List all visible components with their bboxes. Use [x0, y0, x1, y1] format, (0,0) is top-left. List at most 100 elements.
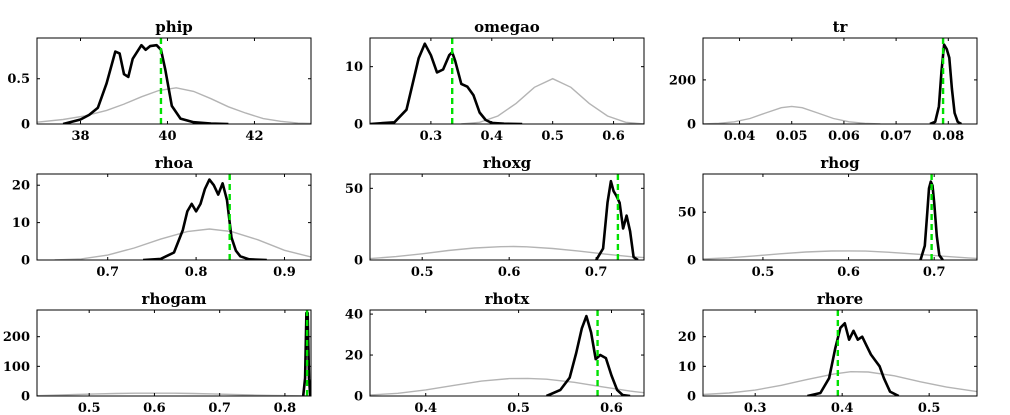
x-tick-label-phip: 40 — [158, 129, 176, 144]
x-tick-label-rhoa: 0.7 — [96, 265, 119, 280]
subplot-omegao: 0.3 0.4 0.5 0.6 0 10 omegao — [345, 18, 645, 144]
x-tick-label-rhogam: 0.5 — [78, 401, 101, 415]
plot-area-rhoxg — [370, 174, 644, 260]
plot-area-rhog — [703, 174, 977, 260]
subplot-tr: 0.04 0.05 0.06 0.07 0.08 0 200 tr — [669, 18, 978, 144]
y-tick-label-phip: 0.5 — [7, 72, 30, 87]
axes-frame-rhore — [702, 309, 978, 397]
y-tick-label-rhore: 20 — [678, 330, 696, 345]
x-tick-label-tr: 0.08 — [932, 129, 964, 144]
subplot-title-rhore: rhore — [817, 290, 863, 308]
axes-frame-rhog — [702, 173, 978, 261]
x-tick-label-rhoa: 0.9 — [273, 265, 296, 280]
plot-area-phip — [37, 38, 311, 124]
y-tick-label-rhotx: 0 — [354, 390, 363, 405]
x-tick-label-rhoxg: 0.5 — [411, 265, 434, 280]
prior-line-rhogam — [37, 392, 311, 396]
x-tick-label-tr: 0.04 — [724, 129, 756, 144]
y-tick-label-tr: 0 — [687, 118, 696, 133]
plot-area-rhore — [703, 310, 977, 396]
x-tick-label-tr: 0.05 — [776, 129, 808, 144]
axes-frame-rhotx — [369, 309, 645, 397]
y-tick-label-rhoxg: 50 — [345, 182, 363, 197]
x-tick-label-rhotx: 0.5 — [507, 401, 530, 415]
x-tick-label-rhog: 0.5 — [752, 265, 775, 280]
prior-line-omegao — [461, 77, 644, 124]
subplot-rhore: 0.3 0.4 0.5 0 10 20 rhore — [678, 290, 978, 415]
x-tick-label-tr: 0.07 — [880, 129, 912, 144]
x-tick-label-rhogam: 0.8 — [274, 401, 297, 415]
y-tick-label-rhog: 50 — [678, 206, 696, 221]
prior-line-rhore — [703, 370, 977, 396]
posterior-line-rhoa — [143, 178, 267, 260]
y-tick-label-rhoa: 0 — [21, 254, 30, 269]
x-tick-label-phip: 38 — [71, 129, 89, 144]
plot-area-rhoa — [54, 174, 311, 260]
x-tick-label-rhore: 0.4 — [831, 401, 854, 415]
axes-frame-rhoxg — [369, 173, 645, 261]
y-tick-label-rhoa: 10 — [12, 216, 30, 231]
subplot-phip: 38 40 42 0 0.5 phip — [7, 18, 312, 144]
subplot-title-rhogam: rhogam — [142, 290, 207, 308]
axes-frame-phip — [36, 37, 312, 125]
y-tick-label-rhotx: 40 — [345, 308, 363, 323]
y-tick-label-tr: 200 — [669, 73, 696, 88]
x-tick-label-rhore: 0.5 — [918, 401, 941, 415]
axes-frame-tr — [702, 37, 978, 125]
y-tick-label-rhoxg: 0 — [354, 254, 363, 269]
axes-frame-rhogam — [36, 309, 312, 397]
y-tick-label-omegao: 10 — [345, 60, 363, 75]
posterior-line-tr — [929, 43, 962, 124]
posterior-line-rhotx — [545, 314, 631, 396]
x-tick-label-tr: 0.06 — [828, 129, 860, 144]
subplot-title-phip: phip — [155, 18, 193, 36]
subplot-title-rhotx: rhotx — [485, 290, 531, 308]
subplot-rhog: 0.5 0.6 0.7 0 50 rhog — [678, 154, 978, 280]
prior-line-rhotx — [370, 377, 644, 396]
x-tick-label-rhotx: 0.6 — [600, 401, 623, 415]
subplot-title-rhoxg: rhoxg — [483, 154, 532, 172]
x-tick-label-phip: 42 — [245, 129, 263, 144]
x-tick-label-omegao: 0.6 — [602, 129, 625, 144]
posterior-line-omegao — [370, 42, 523, 124]
x-tick-label-rhotx: 0.4 — [414, 401, 437, 415]
x-tick-label-omegao: 0.5 — [541, 129, 564, 144]
prior-line-rhoa — [54, 228, 311, 260]
posterior-line-phip — [62, 43, 229, 124]
plot-area-rhotx — [370, 310, 644, 396]
subplot-title-tr: tr — [833, 18, 849, 36]
y-tick-label-rhog: 0 — [687, 254, 696, 269]
axes-frame-rhoa — [36, 173, 312, 261]
x-tick-label-rhog: 0.7 — [923, 265, 946, 280]
x-tick-label-rhogam: 0.7 — [208, 401, 231, 415]
posterior-line-rhore — [807, 321, 900, 396]
subplot-rhoxg: 0.5 0.6 0.7 0 50 rhoxg — [345, 154, 645, 280]
subplot-rhoa: 0.7 0.8 0.9 0 10 20 rhoa — [12, 154, 312, 280]
x-tick-label-omegao: 0.4 — [480, 129, 503, 144]
x-tick-label-rhoa: 0.8 — [185, 265, 208, 280]
x-tick-label-rhogam: 0.6 — [143, 401, 166, 415]
y-tick-label-rhogam: 100 — [3, 360, 30, 375]
y-tick-label-rhogam: 0 — [21, 390, 30, 405]
y-tick-label-rhoa: 20 — [12, 179, 30, 194]
y-tick-label-omegao: 0 — [354, 118, 363, 133]
subplot-rhotx: 0.4 0.5 0.6 0 20 40 rhotx — [345, 290, 645, 415]
subplot-rhogam: 0.5 0.6 0.7 0.8 0 100 200 rhogam — [3, 290, 312, 415]
y-tick-label-rhogam: 200 — [3, 330, 30, 345]
x-tick-label-omegao: 0.3 — [420, 129, 443, 144]
x-tick-label-rhog: 0.6 — [837, 265, 860, 280]
x-tick-label-rhoxg: 0.6 — [498, 265, 521, 280]
prior-line-tr — [703, 105, 881, 124]
x-tick-label-rhore: 0.3 — [744, 401, 767, 415]
subplot-title-rhog: rhog — [820, 154, 860, 172]
plot-area-omegao — [370, 38, 644, 124]
axes-frame-omegao — [369, 37, 645, 125]
prior-line-rhoxg — [370, 245, 644, 260]
subplot-title-rhoa: rhoa — [155, 154, 194, 172]
posterior-line-rhog — [919, 180, 944, 260]
y-tick-label-rhore: 10 — [678, 360, 696, 375]
plot-area-tr — [703, 38, 962, 124]
plot-area-rhogam — [37, 310, 311, 396]
y-tick-label-phip: 0 — [21, 118, 30, 133]
